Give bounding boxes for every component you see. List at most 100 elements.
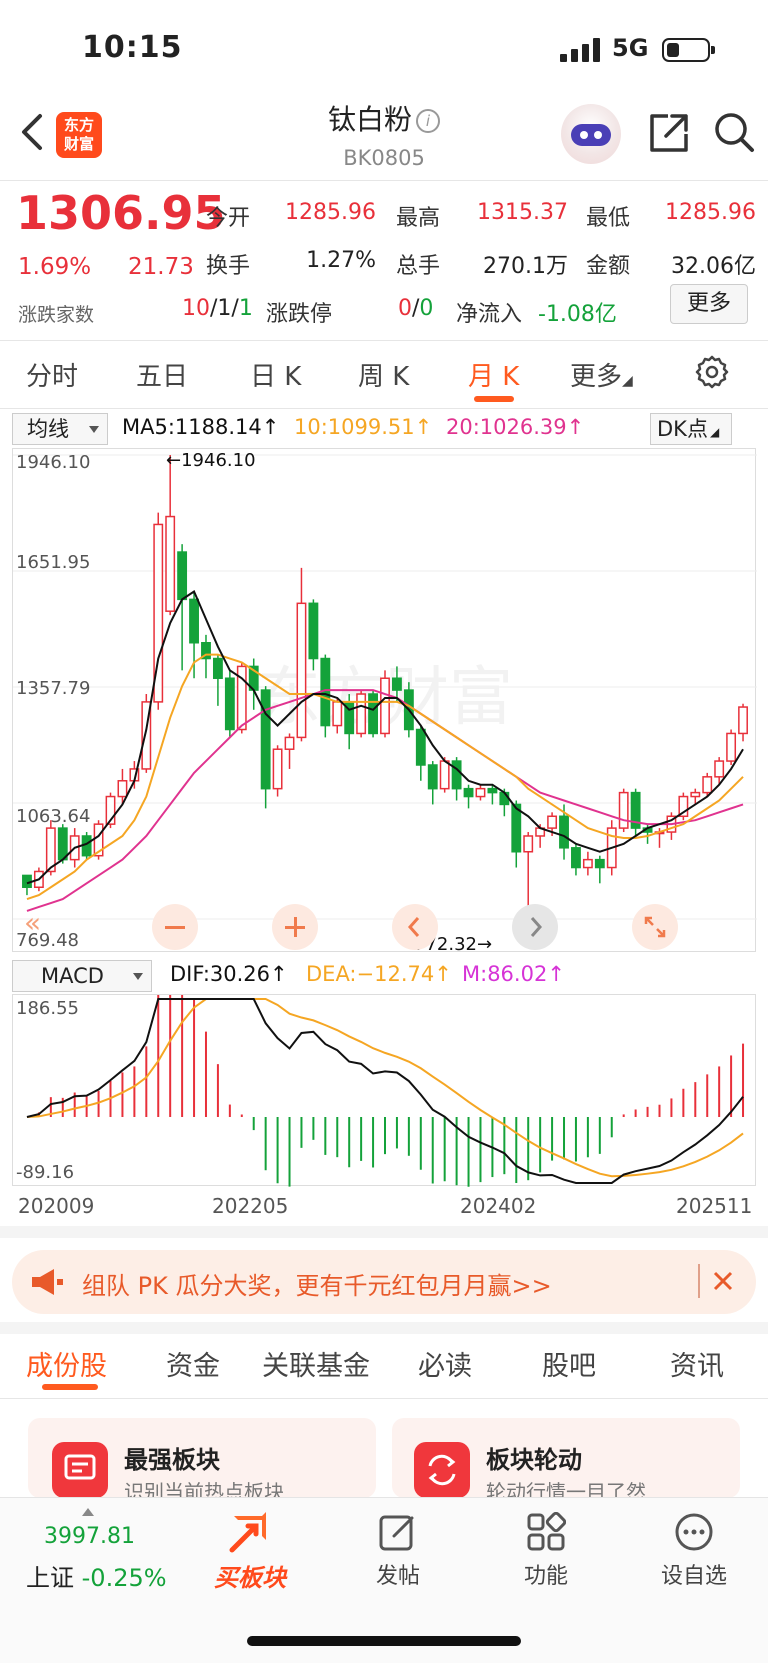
tab-intraday[interactable]: 分时 xyxy=(26,362,79,392)
candle-up xyxy=(618,791,629,829)
signal-icon xyxy=(560,38,600,62)
dea-value: DEA:−12.74↑ xyxy=(306,962,452,986)
index-value[interactable]: 3997.81 xyxy=(44,1524,135,1549)
dk-point-button[interactable]: DK点 ◢ xyxy=(650,413,732,445)
candle-up xyxy=(690,791,701,798)
candle-down xyxy=(177,551,188,601)
add-watchlist-label[interactable]: 设自选 xyxy=(660,1564,727,1589)
candle-up xyxy=(380,677,390,735)
high-value: 1315.37 xyxy=(477,200,568,225)
tab-related-funds[interactable]: 关联基金 xyxy=(262,1351,370,1382)
search-icon[interactable] xyxy=(712,110,756,154)
candle-down xyxy=(630,791,641,829)
candle-down xyxy=(571,847,581,869)
share-icon[interactable] xyxy=(648,112,690,154)
buy-sector-icon[interactable] xyxy=(226,1510,276,1554)
eastmoney-logo: 东方 财富 xyxy=(56,112,102,158)
candle-down xyxy=(559,815,569,849)
candle-up xyxy=(702,776,713,794)
promo-text[interactable]: 组队 PK 瓜分大奖，更有千元红包月月赢>> xyxy=(82,1272,552,1300)
volume-label: 总手 xyxy=(396,254,441,279)
close-banner-icon[interactable] xyxy=(712,1270,734,1292)
candle-up xyxy=(332,701,343,727)
zoom-in-button[interactable] xyxy=(272,904,318,950)
macd-select[interactable]: MACD xyxy=(12,960,152,992)
candle-up xyxy=(236,665,247,731)
candle-up xyxy=(296,602,307,739)
candle-up xyxy=(284,736,295,750)
buy-sector-label[interactable]: 买板块 xyxy=(214,1564,286,1592)
add-watchlist-icon[interactable] xyxy=(674,1512,714,1552)
candle-up xyxy=(523,835,534,853)
info-icon[interactable]: i xyxy=(416,109,440,133)
promo-banner[interactable] xyxy=(12,1250,756,1314)
high-label: 最高 xyxy=(396,206,441,231)
function-label[interactable]: 功能 xyxy=(523,1564,568,1589)
more-quote-button[interactable]: 更多 xyxy=(670,284,748,324)
tab-capital[interactable]: 资金 xyxy=(166,1351,220,1382)
network-type: 5G xyxy=(612,34,649,62)
megaphone-icon xyxy=(32,1269,63,1295)
card-title: 最强板块 xyxy=(124,1446,220,1474)
current-price: 1306.95 xyxy=(16,186,226,240)
netflow-value: -1.08亿 xyxy=(538,302,617,327)
tab-weekly-k[interactable]: 周 K xyxy=(358,362,410,392)
dif-value: DIF:30.26↑ xyxy=(170,962,288,986)
macd-chart[interactable] xyxy=(12,954,756,1187)
candle-up xyxy=(726,732,737,762)
x-tick-label: 202511 xyxy=(676,1194,753,1218)
tab-monthly-k[interactable]: 月 K xyxy=(468,362,520,392)
macd-y-tick: 186.55 xyxy=(16,998,79,1019)
tab-constituents[interactable]: 成份股 xyxy=(26,1351,107,1382)
y-tick-label: 1063.64 xyxy=(16,806,91,827)
post-label[interactable]: 发帖 xyxy=(375,1564,420,1589)
tab-daily-k[interactable]: 日 K xyxy=(250,362,302,392)
tab-more[interactable]: 更多◢ xyxy=(570,362,633,392)
netflow-label: 净流入 xyxy=(456,302,523,327)
candle-up xyxy=(153,523,164,703)
candle-down xyxy=(487,787,498,794)
strongest-sector-icon xyxy=(52,1442,108,1498)
tab-must-read[interactable]: 必读 xyxy=(418,1351,472,1382)
candle-up xyxy=(547,815,558,829)
max-price-marker: ←1946.10 xyxy=(166,450,256,471)
candle-down xyxy=(189,598,199,644)
scroll-left-button[interactable] xyxy=(392,904,438,950)
candle-up xyxy=(117,780,128,798)
amount-value: 32.06亿 xyxy=(671,254,756,279)
limit-label: 涨跌停 xyxy=(266,302,333,327)
dif-line xyxy=(26,998,744,1184)
index-ticker[interactable]: 上证 -0.25% xyxy=(26,1564,167,1592)
assistant-robot-icon[interactable] xyxy=(561,104,621,164)
scroll-left-end-icon[interactable]: « xyxy=(24,906,42,939)
candle-down xyxy=(212,657,223,679)
y-tick-label: 1946.10 xyxy=(16,452,91,473)
candle-up xyxy=(272,748,283,790)
zoom-out-button[interactable] xyxy=(152,904,198,950)
candle-up xyxy=(356,693,367,735)
tab-five-day[interactable]: 五日 xyxy=(136,362,189,392)
function-grid-icon[interactable] xyxy=(526,1512,566,1552)
change-pct: 1.69% xyxy=(18,254,92,280)
low-label: 最低 xyxy=(586,206,631,231)
tab-forum[interactable]: 股吧 xyxy=(542,1351,596,1382)
settings-gear-icon[interactable] xyxy=(694,354,730,390)
indicator-select[interactable]: 均线 xyxy=(12,413,108,445)
y-tick-label: 769.48 xyxy=(16,930,79,951)
fullscreen-button[interactable] xyxy=(632,904,678,950)
scroll-right-button[interactable] xyxy=(512,904,558,950)
bottom-nav xyxy=(0,1497,768,1663)
post-edit-icon[interactable] xyxy=(378,1512,418,1552)
candle-down xyxy=(368,693,378,735)
y-tick-label: 1651.95 xyxy=(16,552,91,573)
candle-up xyxy=(678,795,689,818)
y-tick-label: 1357.79 xyxy=(16,678,91,699)
back-arrow-icon[interactable] xyxy=(18,112,48,152)
candle-down xyxy=(451,760,462,790)
candle-down xyxy=(594,858,605,869)
expand-index-icon[interactable] xyxy=(82,1508,94,1516)
candle-up xyxy=(165,515,176,612)
x-tick-label: 202009 xyxy=(18,1194,95,1218)
tab-news[interactable]: 资讯 xyxy=(670,1351,724,1382)
